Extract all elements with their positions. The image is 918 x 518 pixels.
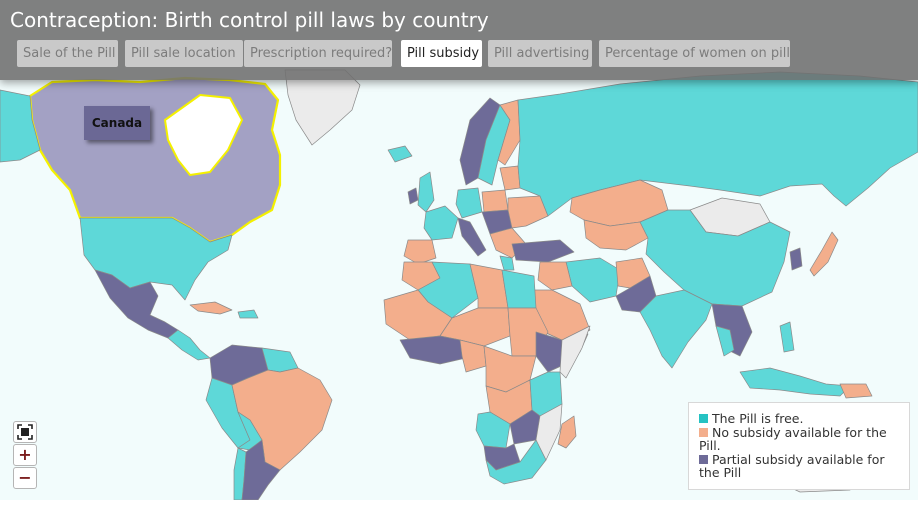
tab-pill-subsidy[interactable]: Pill subsidy xyxy=(401,40,482,67)
country-somalia[interactable] xyxy=(559,325,591,379)
country-mexico[interactable] xyxy=(94,269,179,339)
country-png[interactable] xyxy=(839,383,873,399)
zoom-in-button[interactable]: + xyxy=(13,444,37,466)
country-south-africa[interactable] xyxy=(485,439,547,485)
country-spain[interactable] xyxy=(403,239,437,265)
country-france[interactable] xyxy=(423,205,459,241)
tab-pill-sale-location[interactable]: Pill sale location xyxy=(125,40,243,67)
legend-swatch-partial-subsidy xyxy=(699,455,708,464)
country-indonesia[interactable] xyxy=(739,367,851,397)
country-canada[interactable] xyxy=(28,76,282,244)
country-guianas[interactable] xyxy=(261,347,299,373)
tab-prescription-required[interactable]: Prescription required? xyxy=(244,40,392,67)
country-egypt[interactable] xyxy=(501,269,537,309)
map-legend: The Pill is free. No subsidy available f… xyxy=(688,402,910,490)
fit-to-screen-button[interactable] xyxy=(13,421,37,443)
country-cuba[interactable] xyxy=(189,301,233,315)
country-usa-alaska[interactable] xyxy=(0,89,41,163)
country-central-asia[interactable] xyxy=(583,219,649,251)
legend-item-partial-subsidy: Partial subsidy available for the Pill xyxy=(699,453,901,479)
legend-item-free: The Pill is free. xyxy=(699,412,901,425)
legend-swatch-free xyxy=(699,414,708,423)
country-west-africa[interactable] xyxy=(399,335,467,365)
country-germany[interactable] xyxy=(455,187,483,219)
country-turkey[interactable] xyxy=(511,239,575,263)
country-uk[interactable] xyxy=(417,171,435,213)
country-ireland[interactable] xyxy=(407,187,419,205)
country-china[interactable] xyxy=(639,209,791,307)
legend-label-no-subsidy: No subsidy available for the Pill. xyxy=(699,425,887,453)
tab-pill-advertising[interactable]: Pill advertising xyxy=(488,40,592,67)
country-philippines[interactable] xyxy=(779,321,795,353)
country-iraq-syria[interactable] xyxy=(537,261,573,291)
footer-strip xyxy=(0,500,918,518)
fit-to-screen-icon xyxy=(17,424,33,440)
country-mozambique[interactable] xyxy=(535,403,563,461)
country-poland[interactable] xyxy=(481,189,509,213)
legend-label-partial-subsidy: Partial subsidy available for the Pill xyxy=(699,452,885,480)
canada-islands xyxy=(164,94,243,176)
tab-percentage-of-women-on-pill[interactable]: Percentage of women on pill xyxy=(599,40,790,67)
zoom-out-button[interactable]: − xyxy=(13,467,37,489)
world-map-svg[interactable] xyxy=(0,0,918,500)
country-india[interactable] xyxy=(639,289,713,369)
header-bar: Contraception: Birth control pill laws b… xyxy=(0,0,918,80)
country-central-america[interactable] xyxy=(167,329,211,361)
country-madagascar[interactable] xyxy=(557,415,577,449)
country-baltics[interactable] xyxy=(499,165,521,191)
country-russia[interactable] xyxy=(517,71,918,217)
legend-label-free: The Pill is free. xyxy=(712,411,804,426)
page-title: Contraception: Birth control pill laws b… xyxy=(10,8,489,32)
country-nigeria[interactable] xyxy=(459,339,487,373)
country-hispaniola[interactable] xyxy=(237,309,259,319)
country-greenland[interactable] xyxy=(284,69,361,146)
country-argentina[interactable] xyxy=(241,439,281,500)
country-italy[interactable] xyxy=(457,217,487,257)
country-tooltip-canada: Canada xyxy=(84,106,150,140)
country-japan[interactable] xyxy=(809,231,839,277)
country-greece[interactable] xyxy=(499,255,515,271)
tab-sale-of-the-pill[interactable]: Sale of the Pill xyxy=(17,40,118,67)
country-thailand[interactable] xyxy=(715,325,735,357)
world-map[interactable] xyxy=(0,0,918,500)
legend-swatch-no-subsidy xyxy=(699,428,708,437)
country-korea[interactable] xyxy=(789,247,803,271)
country-iceland[interactable] xyxy=(387,145,413,163)
country-iran[interactable] xyxy=(565,257,621,303)
legend-item-no-subsidy: No subsidy available for the Pill. xyxy=(699,426,901,452)
